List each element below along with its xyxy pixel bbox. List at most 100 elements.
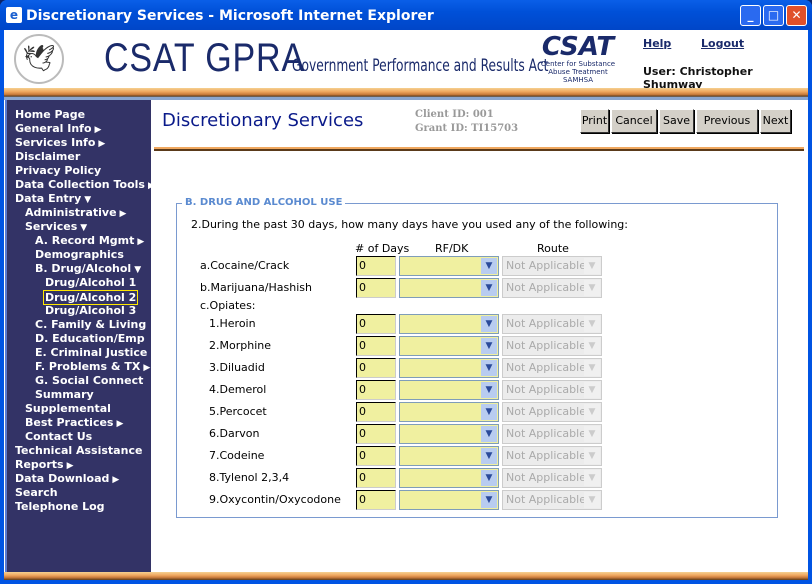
sidebar-item[interactable]: Best Practices ▶ — [25, 416, 123, 429]
rfdk-select[interactable]: ▼ — [399, 402, 499, 422]
sidebar-item-label: Drug/Alcohol 3 — [45, 304, 137, 317]
days-input[interactable]: 0 — [356, 424, 396, 444]
window-title: Discretionary Services - Microsoft Inter… — [26, 8, 434, 24]
sidebar-item[interactable]: Services Info ▶ — [15, 136, 105, 149]
sidebar-item[interactable]: Search — [15, 486, 58, 499]
gpra-logo: CSAT GPRA — [104, 36, 305, 80]
rfdk-select[interactable]: ▼ — [399, 446, 499, 466]
chevron-down-icon[interactable]: ▼ — [481, 258, 497, 274]
sidebar-item-label: A. Record Mgmt — [35, 234, 135, 247]
rfdk-select[interactable]: ▼ — [399, 424, 499, 444]
chevron-down-icon: ▼ — [584, 280, 600, 296]
sidebar-item[interactable]: Summary — [35, 388, 94, 401]
chevron-down-icon[interactable]: ▼ — [481, 280, 497, 296]
sidebar-item[interactable]: Drug/Alcohol 1 — [45, 276, 136, 289]
sidebar-item[interactable]: Services ▼ — [25, 220, 87, 233]
substance-label: 3.Diluadid — [209, 361, 265, 374]
chevron-down-icon[interactable]: ▼ — [481, 426, 497, 442]
days-input[interactable]: 0 — [356, 468, 396, 488]
substance-label: 7.Codeine — [209, 449, 265, 462]
sidebar-item-label: Privacy Policy — [15, 164, 102, 177]
chevron-down-icon[interactable]: ▼ — [481, 404, 497, 420]
sidebar-item-label: Contact Us — [25, 430, 93, 443]
days-input[interactable]: 0 — [356, 380, 396, 400]
logout-link[interactable]: Logout — [701, 37, 745, 50]
expanded-arrow-icon: ▼ — [80, 223, 88, 233]
substance-label: 8.Tylenol 2,3,4 — [209, 471, 290, 484]
rfdk-select[interactable]: ▼ — [399, 380, 499, 400]
submenu-arrow-icon: ▶ — [112, 475, 120, 485]
close-button[interactable]: ✕ — [786, 5, 807, 26]
days-input[interactable]: 0 — [356, 402, 396, 422]
chevron-down-icon[interactable]: ▼ — [481, 448, 497, 464]
sidebar-item[interactable]: Disclaimer — [15, 150, 80, 163]
chevron-down-icon[interactable]: ▼ — [481, 382, 497, 398]
sidebar-item[interactable]: E. Criminal Justice — [35, 346, 147, 359]
submenu-arrow-icon: ▶ — [119, 209, 127, 219]
chevron-down-icon[interactable]: ▼ — [481, 470, 497, 486]
page-content: 🕊 CSAT GPRA Government Performance and R… — [4, 30, 808, 580]
sidebar-item[interactable]: Telephone Log — [15, 500, 105, 513]
rfdk-select[interactable]: ▼ — [399, 314, 499, 334]
route-value: Not Applicable — [506, 317, 586, 330]
chevron-down-icon[interactable]: ▼ — [481, 316, 497, 332]
sidebar-item-label: Reports — [15, 458, 64, 471]
rfdk-select[interactable]: ▼ — [399, 256, 499, 276]
maximize-button[interactable]: □ — [763, 5, 784, 26]
days-input[interactable]: 0 — [356, 358, 396, 378]
sidebar-item[interactable]: Drug/Alcohol 3 — [45, 304, 136, 317]
days-input[interactable]: 0 — [356, 256, 396, 276]
sidebar-item[interactable]: Supplemental — [25, 402, 111, 415]
sidebar-item[interactable]: General Info ▶ — [15, 122, 101, 135]
next-button[interactable]: Next — [760, 109, 791, 133]
route-select: Not Applicable ▼ — [502, 424, 602, 444]
sidebar-item[interactable]: G. Social Connect — [35, 374, 143, 387]
sidebar-item[interactable]: Demographics — [35, 248, 124, 261]
substance-label: 5.Percocet — [209, 405, 267, 418]
rfdk-select[interactable]: ▼ — [399, 336, 499, 356]
sidebar-item[interactable]: Drug/Alcohol 2 — [43, 290, 139, 305]
route-value: Not Applicable — [506, 449, 586, 462]
days-input[interactable]: 0 — [356, 490, 396, 510]
title-bar: e Discretionary Services - Microsoft Int… — [0, 0, 812, 30]
sidebar-item[interactable]: Technical Assistance — [15, 444, 142, 457]
sidebar-item[interactable]: A. Record Mgmt ▶ — [35, 234, 144, 247]
client-id: Client ID: 001 — [415, 109, 494, 120]
previous-button[interactable]: Previous — [696, 109, 758, 133]
sidebar-item[interactable]: F. Problems & TX ▶ — [35, 360, 150, 373]
sidebar-item[interactable]: Data Entry ▼ — [15, 192, 91, 205]
sidebar-item[interactable]: C. Family & Living — [35, 318, 146, 331]
page-title: Discretionary Services — [162, 110, 364, 131]
sidebar-item[interactable]: Data Download ▶ — [15, 472, 119, 485]
sidebar-item[interactable]: Administrative ▶ — [25, 206, 126, 219]
rfdk-select[interactable]: ▼ — [399, 468, 499, 488]
rfdk-select[interactable]: ▼ — [399, 490, 499, 510]
minimize-button[interactable]: _ — [740, 5, 761, 26]
ie-icon: e — [6, 7, 22, 23]
sidebar-item[interactable]: D. Education/Emp — [35, 332, 145, 345]
sidebar-item[interactable]: Data Collection Tools▶ — [15, 178, 155, 191]
route-select: Not Applicable ▼ — [502, 490, 602, 510]
days-input[interactable]: 0 — [356, 336, 396, 356]
route-value: Not Applicable — [506, 281, 586, 294]
cancel-button[interactable]: Cancel — [611, 109, 657, 133]
sidebar-item[interactable]: Reports ▶ — [15, 458, 74, 471]
sidebar-item[interactable]: Contact Us — [25, 430, 92, 443]
help-link[interactable]: Help — [643, 37, 672, 50]
rfdk-select[interactable]: ▼ — [399, 358, 499, 378]
rfdk-select[interactable]: ▼ — [399, 278, 499, 298]
days-input[interactable]: 0 — [356, 314, 396, 334]
print-button[interactable]: Print — [580, 109, 609, 133]
chevron-down-icon[interactable]: ▼ — [481, 492, 497, 508]
sidebar-item[interactable]: Home Page — [15, 108, 85, 121]
chevron-down-icon[interactable]: ▼ — [481, 338, 497, 354]
save-button[interactable]: Save — [659, 109, 694, 133]
days-input[interactable]: 0 — [356, 278, 396, 298]
sidebar-item[interactable]: Privacy Policy — [15, 164, 101, 177]
days-input[interactable]: 0 — [356, 446, 396, 466]
sidebar-item-label: Data Download — [15, 472, 110, 485]
sidebar-item-label: General Info — [15, 122, 92, 135]
substance-label: 1.Heroin — [209, 317, 256, 330]
chevron-down-icon[interactable]: ▼ — [481, 360, 497, 376]
sidebar-item[interactable]: B. Drug/Alcohol ▼ — [35, 262, 141, 275]
